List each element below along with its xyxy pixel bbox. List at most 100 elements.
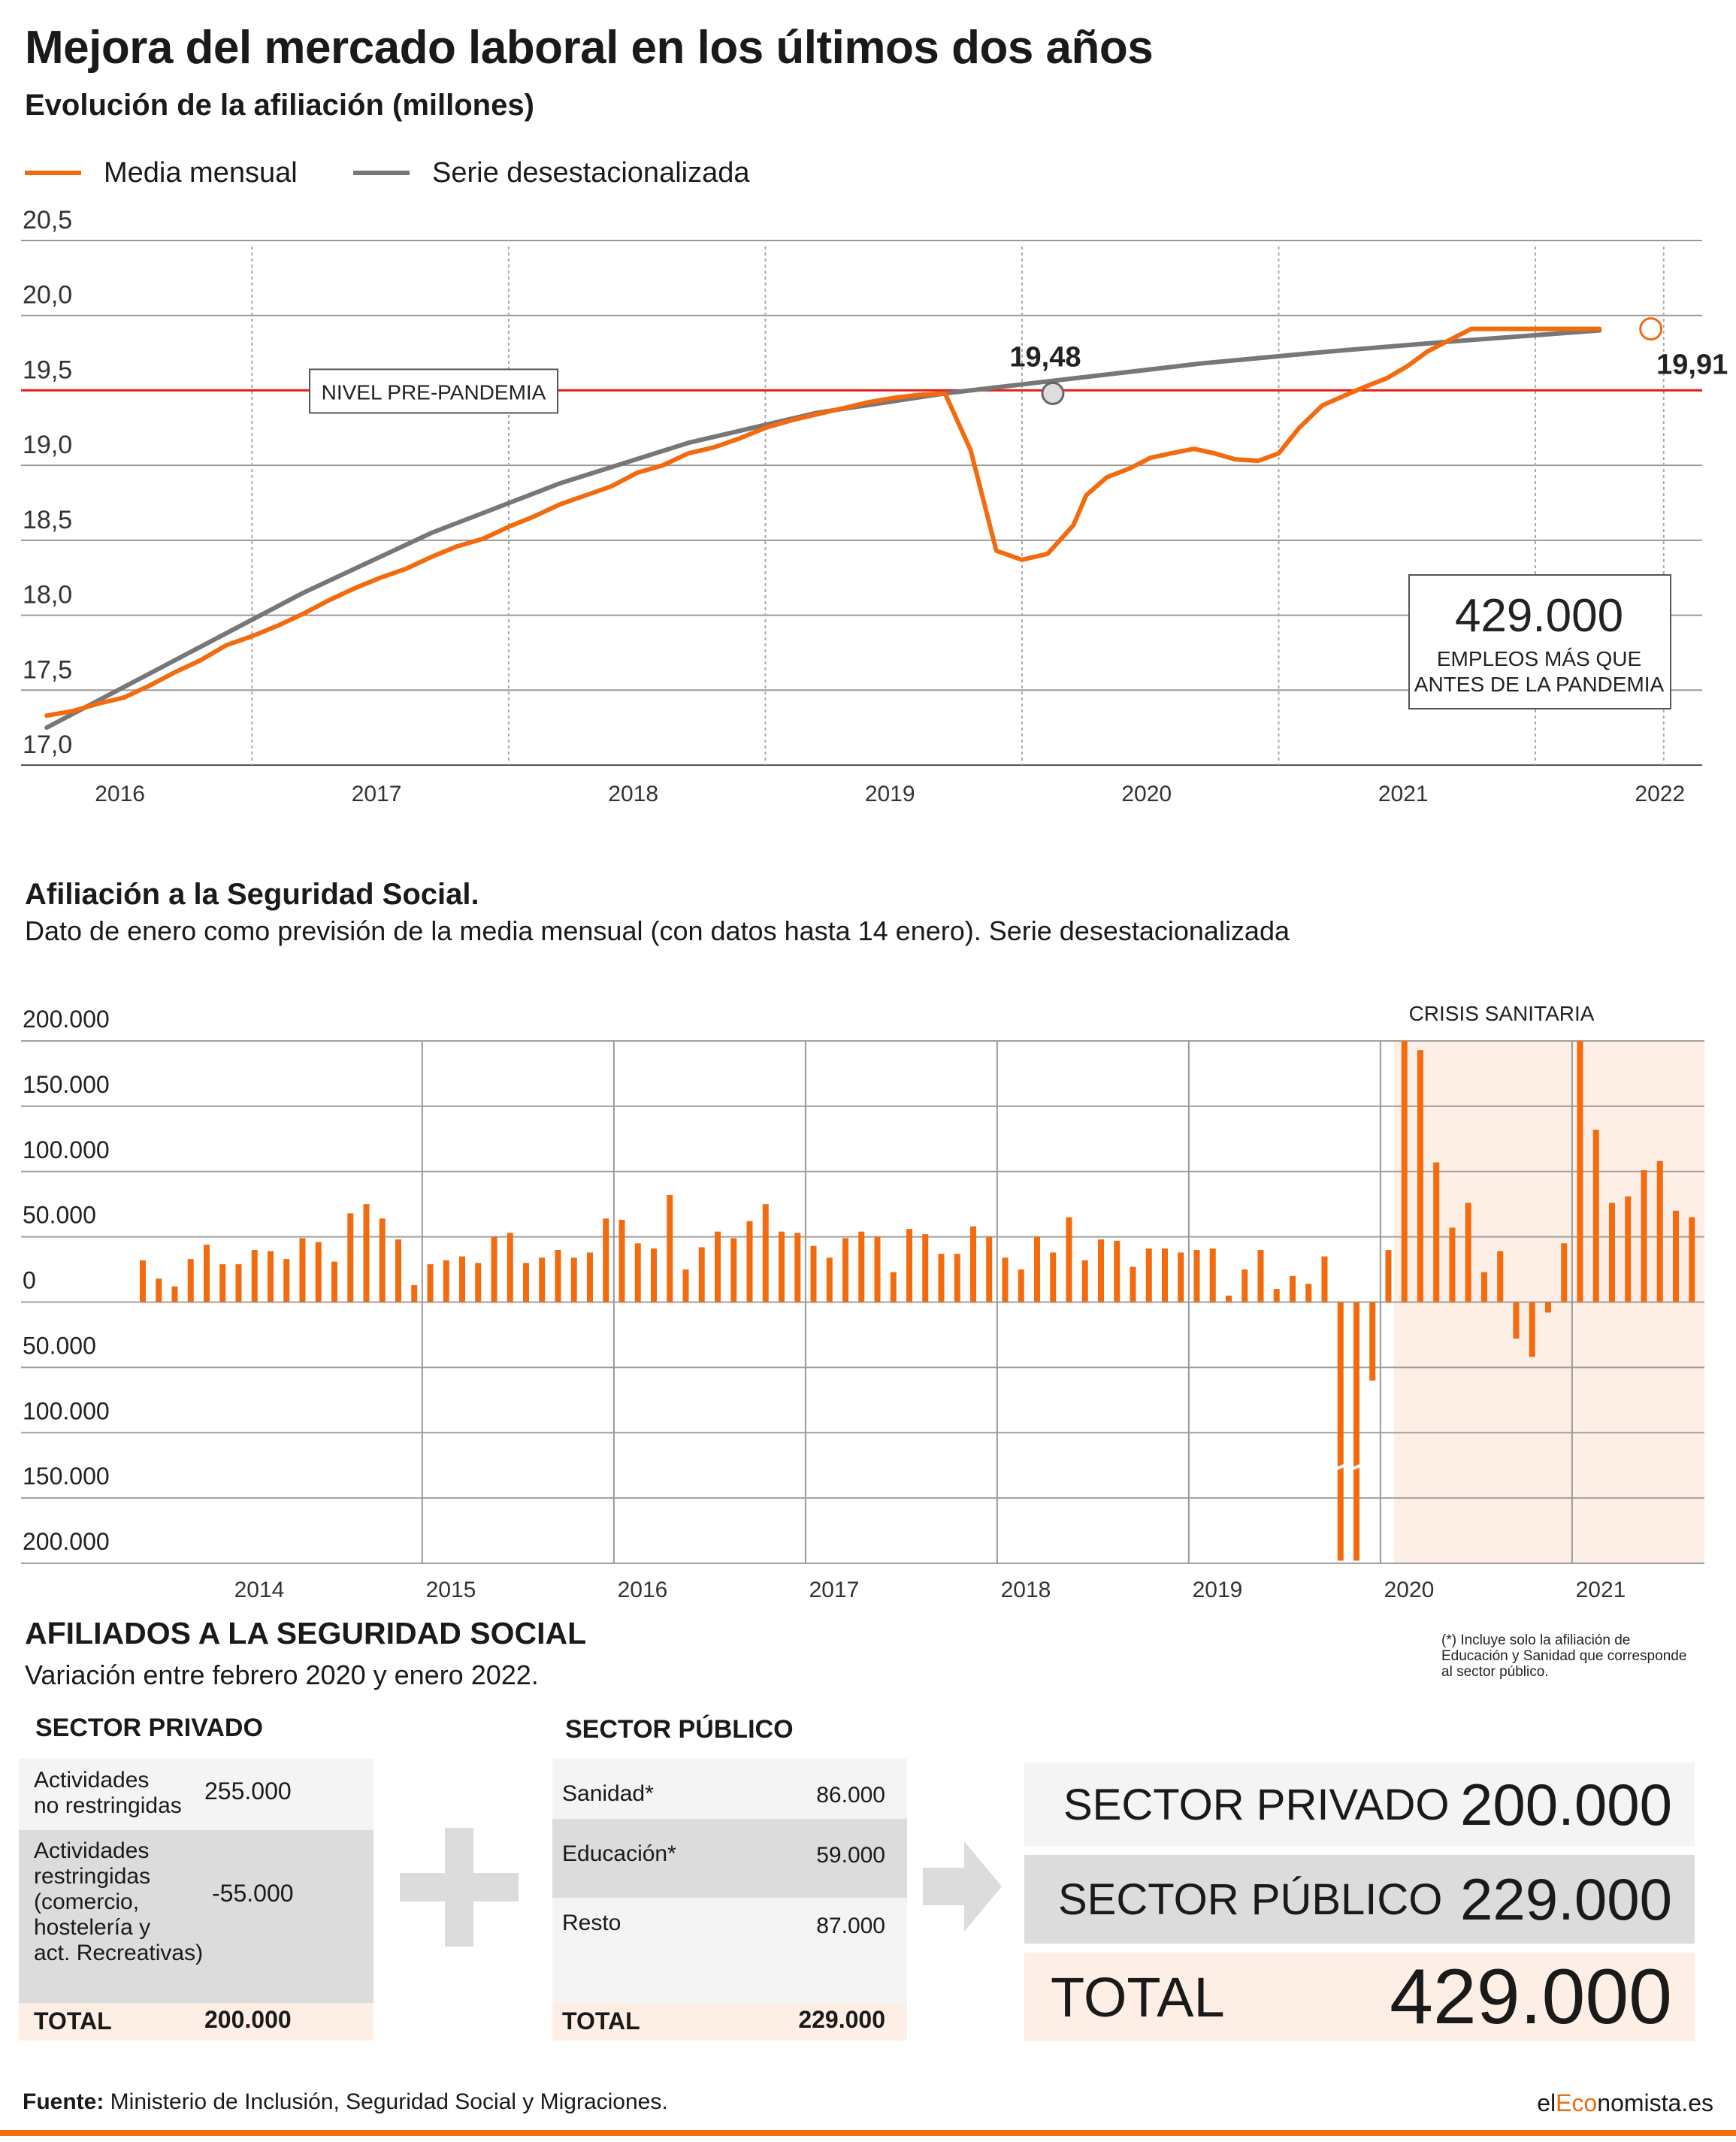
bar — [187, 1259, 194, 1302]
bar — [1449, 1227, 1456, 1302]
source-label: Fuente: — [23, 2089, 104, 2114]
brand-part: nomista.es — [1597, 2089, 1713, 2116]
private-row-unrestricted — [19, 1759, 374, 1830]
legend-label: Serie desestacionalizada — [432, 156, 750, 189]
bar — [1321, 1256, 1328, 1302]
y-tick-label: 20,0 — [23, 281, 72, 310]
bar — [347, 1213, 354, 1302]
bar — [1305, 1284, 1312, 1302]
public-total-label: TOTAL — [562, 2007, 640, 2035]
bar — [204, 1245, 210, 1302]
bar — [1497, 1251, 1504, 1302]
bar — [1417, 1050, 1423, 1302]
bar — [730, 1238, 737, 1302]
series-line — [44, 326, 1602, 719]
bar — [1209, 1248, 1216, 1302]
page-title: Mejora del mercado laboral en los último… — [25, 22, 1154, 74]
bar — [715, 1231, 721, 1302]
y-tick-label: 17,0 — [23, 731, 72, 759]
bar — [1592, 1130, 1599, 1302]
bar — [1385, 1250, 1392, 1302]
y-tick-label: 17,5 — [23, 655, 72, 684]
bar — [986, 1236, 993, 1302]
summary-value: 229.000 — [1460, 1865, 1672, 1932]
bar — [682, 1269, 689, 1302]
summary-row-total: TOTAL 429.000 — [1024, 1953, 1695, 2041]
bar — [651, 1248, 657, 1302]
bar — [1625, 1196, 1632, 1302]
bar — [507, 1233, 513, 1302]
y-tick-label: 100.000 — [23, 1136, 110, 1163]
legend-item-media-mensual: Media mensual — [25, 154, 298, 192]
affiliates-title: AFILIADOS A LA SEGURIDAD SOCIAL — [25, 1616, 587, 1650]
bar — [219, 1264, 226, 1302]
bar — [970, 1226, 976, 1302]
legend-swatch-orange — [25, 171, 81, 175]
x-year-label: 2022 — [1635, 782, 1685, 806]
bar — [1529, 1302, 1535, 1357]
x-year-label: 2016 — [95, 782, 145, 806]
bar — [1641, 1170, 1647, 1302]
x-year-label: 2021 — [1576, 1578, 1626, 1601]
private-row-restricted — [19, 1830, 374, 2003]
private-total-row — [19, 2003, 374, 2041]
public-row-sanidad — [552, 1759, 907, 1819]
bar — [299, 1238, 306, 1302]
bar-chart-title: Afiliación a la Seguridad Social. — [25, 878, 479, 911]
source-text: Ministerio de Inclusión, Seguridad Socia… — [104, 2089, 668, 2114]
bar — [251, 1250, 258, 1302]
bar — [570, 1257, 577, 1302]
bar — [523, 1263, 529, 1302]
public-row-value: 87.000 — [816, 1914, 885, 1938]
y-tick-label: 200.000 — [23, 1006, 110, 1033]
bar — [1273, 1289, 1280, 1302]
bar — [1242, 1269, 1248, 1302]
y-tick-label: 150.000 — [23, 1463, 110, 1490]
bar — [1609, 1203, 1615, 1302]
y-tick-label: 0 — [23, 1267, 36, 1294]
y-tick-label: 19,5 — [23, 355, 72, 384]
bar — [283, 1259, 290, 1302]
x-year-label: 2017 — [809, 1578, 860, 1601]
bar — [842, 1238, 848, 1302]
summary-row-private: SECTOR PRIVADO 200.000 — [1024, 1762, 1695, 1847]
bar — [890, 1272, 897, 1302]
x-year-label: 2014 — [234, 1578, 285, 1601]
bar — [794, 1233, 801, 1302]
bar — [1401, 1041, 1408, 1302]
bar — [1290, 1275, 1296, 1302]
bar — [491, 1236, 498, 1302]
y-tick-label: 50.000 — [23, 1332, 96, 1359]
bar — [411, 1284, 418, 1302]
bar — [922, 1234, 929, 1302]
bar — [1656, 1160, 1663, 1302]
plus-icon-vertical — [445, 1828, 473, 1947]
y-tick-label: 20,5 — [23, 206, 72, 234]
bar — [1081, 1260, 1088, 1302]
summary-label: SECTOR PÚBLICO — [1058, 1874, 1443, 1924]
summary-row-public: SECTOR PÚBLICO 229.000 — [1024, 1855, 1695, 1944]
bar — [1002, 1257, 1009, 1302]
bar — [268, 1251, 274, 1302]
bar — [1193, 1250, 1200, 1302]
annotation-label: 19,91 — [1656, 349, 1728, 381]
brand-logo[interactable]: elEconomista.es — [1537, 2089, 1713, 2117]
private-row-value: -55.000 — [212, 1880, 294, 1907]
bar — [1018, 1269, 1024, 1302]
annotation-label: 19,48 — [1009, 341, 1081, 373]
private-row-label: Actividades no restringidas — [34, 1768, 182, 1818]
summary-label: SECTOR PRIVADO — [1063, 1780, 1450, 1829]
footnote: (*) Incluye solo la afiliación de Educac… — [1441, 1632, 1687, 1680]
brand-part: el — [1537, 2089, 1556, 2116]
bar — [698, 1247, 705, 1302]
bar — [1162, 1248, 1168, 1302]
private-row-label: Actividades restringidas (comercio, host… — [34, 1838, 204, 1965]
public-row-label: Educación* — [562, 1841, 676, 1866]
bar — [1513, 1302, 1520, 1339]
public-row-resto — [552, 1898, 907, 2003]
x-year-label: 2021 — [1378, 782, 1429, 806]
affiliates-subtitle: Variación entre febrero 2020 y enero 202… — [25, 1659, 539, 1690]
axis-break-mark — [1345, 1461, 1368, 1473]
summary-label: TOTAL — [1051, 1965, 1225, 2029]
bar — [1337, 1302, 1344, 1561]
